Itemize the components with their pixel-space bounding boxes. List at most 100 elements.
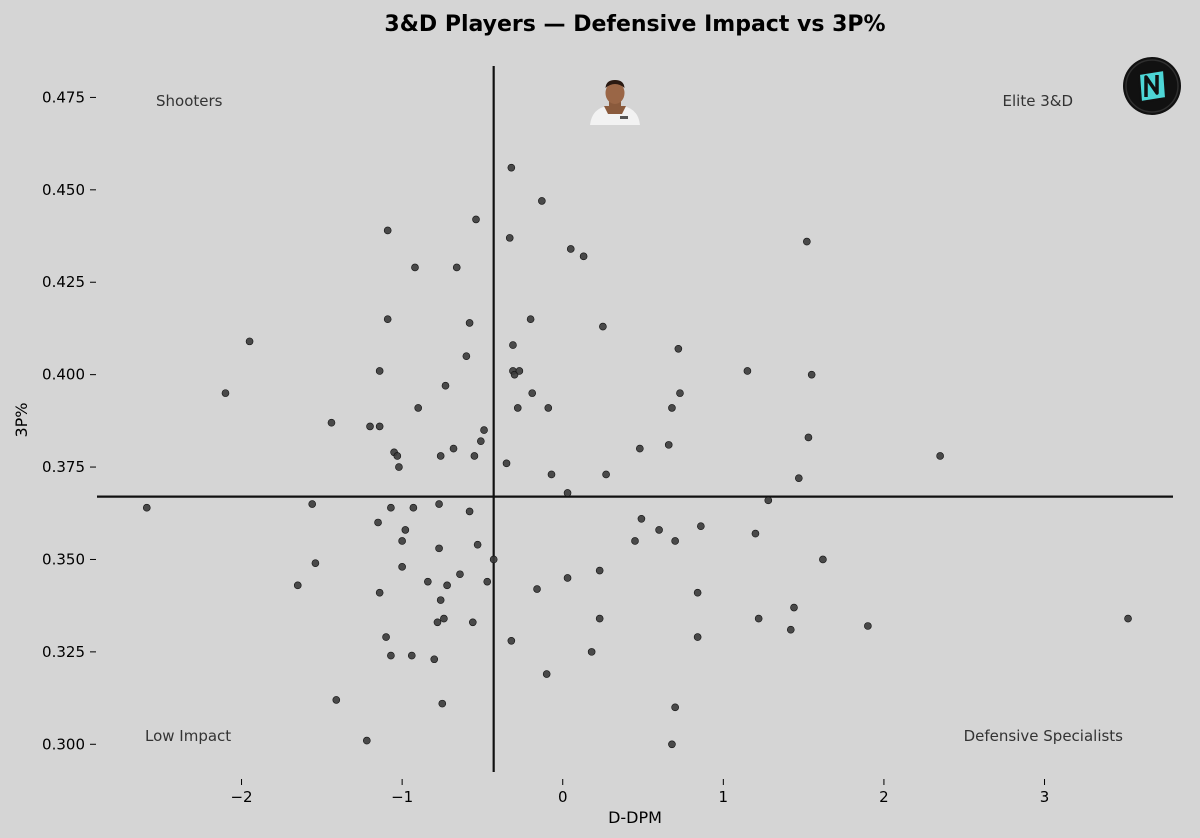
- data-point: [456, 570, 464, 579]
- data-point: [449, 444, 458, 453]
- data-point: [528, 389, 537, 397]
- x-tick-label: 2: [879, 788, 889, 806]
- data-point: [414, 404, 422, 412]
- data-point: [221, 389, 230, 397]
- data-point: [387, 503, 395, 512]
- data-point: [366, 422, 374, 431]
- data-point: [819, 555, 827, 564]
- data-point: [245, 337, 254, 346]
- data-point: [507, 636, 516, 645]
- data-point: [754, 614, 763, 623]
- data-point: [751, 529, 760, 538]
- data-point: [411, 263, 419, 272]
- data-point: [637, 515, 646, 523]
- data-point: [374, 518, 382, 527]
- data-point: [693, 588, 702, 597]
- data-point: [401, 526, 410, 534]
- y-tick-label: 0.350: [42, 550, 85, 568]
- data-point: [764, 496, 773, 505]
- quadrant-label-bottom-right: Defensive Specialists: [964, 727, 1124, 745]
- data-point: [544, 404, 553, 412]
- data-point: [547, 470, 556, 479]
- y-tick-label: 0.475: [42, 88, 85, 106]
- chart-title: 3&D Players — Defensive Impact vs 3P%: [384, 12, 885, 37]
- data-point: [308, 500, 317, 508]
- data-point: [363, 736, 371, 745]
- data-point: [440, 614, 448, 623]
- data-point: [631, 537, 639, 545]
- data-point: [803, 237, 811, 246]
- y-tick-label: 0.450: [42, 181, 85, 199]
- data-point: [513, 404, 522, 412]
- data-point: [587, 648, 596, 656]
- data-point: [480, 426, 488, 434]
- data-point: [743, 367, 752, 375]
- player-headshot-image: [590, 80, 640, 125]
- y-axis-label: 3P%: [12, 402, 31, 437]
- data-point: [507, 163, 516, 172]
- data-point: [375, 588, 384, 597]
- x-tick-label: −1: [391, 788, 413, 806]
- quadrant-label-top-left: Shooters: [156, 92, 223, 110]
- data-point: [443, 581, 451, 590]
- data-point: [470, 452, 479, 460]
- data-point: [433, 618, 442, 627]
- data-point: [472, 215, 480, 224]
- data-point: [526, 315, 535, 323]
- data-point: [327, 418, 336, 427]
- data-point: [595, 614, 604, 623]
- axis-ticks: −2 −1 0 1 2 3 0.300 0.325 0.350 0.375 0.400 0.425 0.…: [42, 88, 1049, 806]
- data-point: [697, 522, 705, 530]
- data-point: [489, 555, 498, 564]
- y-tick-label: 0.425: [42, 273, 85, 291]
- data-point: [595, 566, 604, 575]
- data-point: [436, 596, 445, 604]
- data-point: [599, 322, 607, 331]
- data-point: [424, 577, 432, 586]
- data-point: [430, 655, 439, 664]
- data-point: [509, 341, 517, 349]
- data-point: [435, 500, 443, 508]
- data-point: [668, 404, 676, 412]
- x-tick-label: 3: [1040, 788, 1050, 806]
- data-point: [693, 633, 702, 641]
- data-point: [563, 489, 572, 497]
- data-point: [465, 507, 474, 516]
- data-point: [505, 234, 514, 242]
- data-point: [468, 618, 477, 627]
- data-point: [502, 459, 511, 468]
- data-point: [636, 444, 644, 453]
- data-point: [807, 370, 816, 379]
- data-point: [435, 544, 443, 553]
- data-point: [393, 452, 402, 460]
- y-tick-label: 0.325: [42, 643, 85, 661]
- data-point: [668, 740, 676, 749]
- data-point: [674, 344, 683, 353]
- data-point: [465, 319, 474, 327]
- data-point: [655, 526, 663, 534]
- data-point: [452, 263, 461, 272]
- y-tick-label: 0.375: [42, 458, 85, 476]
- data-point: [936, 452, 944, 460]
- data-point: [483, 577, 492, 586]
- data-point: [387, 651, 395, 660]
- y-tick-label: 0.400: [42, 366, 85, 384]
- data-point: [786, 625, 795, 634]
- data-point: [795, 474, 803, 482]
- data-points: [142, 163, 1132, 749]
- data-point: [542, 670, 551, 678]
- data-point: [804, 433, 813, 442]
- data-point: [332, 696, 341, 704]
- x-axis-label: D-DPM: [608, 808, 662, 827]
- x-tick-label: 0: [558, 788, 568, 806]
- data-point: [566, 245, 575, 253]
- data-point: [407, 651, 416, 660]
- data-point: [383, 226, 392, 235]
- data-point: [515, 367, 524, 375]
- data-point: [441, 381, 450, 390]
- data-point: [382, 633, 390, 641]
- data-point: [462, 352, 471, 360]
- data-point: [477, 437, 485, 445]
- data-point: [473, 540, 482, 549]
- data-point: [398, 537, 406, 545]
